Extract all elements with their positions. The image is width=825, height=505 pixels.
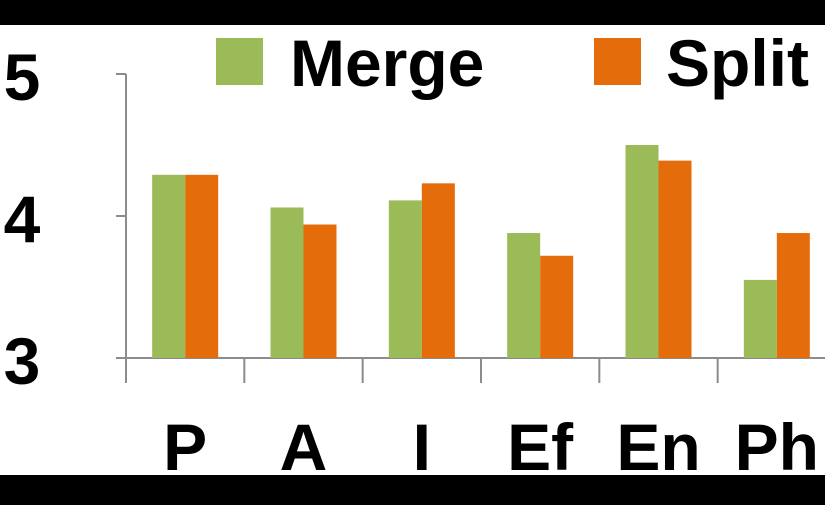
legend-swatch-merge — [216, 38, 263, 85]
bar-split-ph — [776, 233, 810, 358]
x-tick-label-ph: Ph — [735, 410, 819, 484]
y-tick-label: 4 — [4, 182, 41, 256]
bar-merge-en — [625, 145, 659, 358]
bar-split-p — [185, 174, 219, 358]
x-tick-label-a: A — [280, 410, 328, 484]
bars — [152, 145, 810, 358]
legend-label-split: Split — [666, 26, 809, 100]
bar-split-i — [421, 183, 455, 358]
x-tick-label-i: I — [413, 410, 431, 484]
x-tick-label-p: P — [163, 410, 207, 484]
bar-merge-a — [270, 207, 304, 358]
bar-merge-i — [388, 200, 422, 358]
x-axis-labels: P A I Ef En Ph — [163, 410, 819, 484]
bar-split-a — [303, 224, 337, 358]
x-tick-label-en: En — [616, 410, 700, 484]
bar-split-ef — [540, 255, 574, 358]
bar-merge-ef — [507, 233, 541, 358]
bar-split-en — [658, 160, 692, 358]
axes — [125, 74, 825, 383]
x-tick-label-ef: Ef — [507, 410, 574, 484]
legend-swatch-split — [594, 38, 641, 85]
legend: Merge Split — [216, 26, 809, 100]
y-tick-label: 3 — [4, 324, 41, 398]
bar-merge-p — [152, 174, 186, 358]
y-axis-ticks: 3 4 5 — [4, 40, 126, 398]
legend-label-merge: Merge — [290, 26, 484, 100]
y-tick-label: 5 — [4, 40, 41, 114]
bar-merge-ph — [743, 279, 777, 358]
